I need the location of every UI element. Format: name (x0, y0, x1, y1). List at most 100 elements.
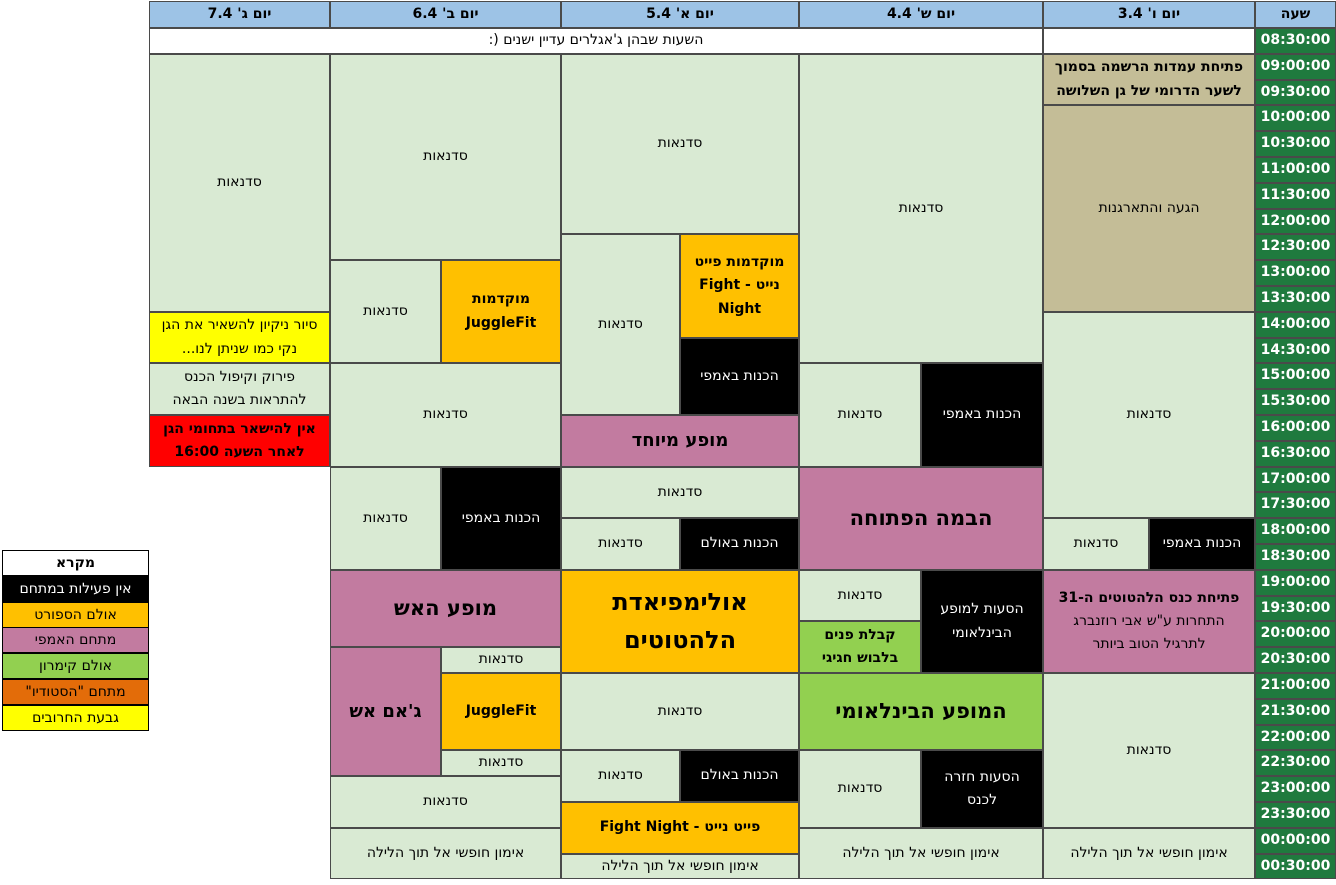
sat-intl-show: המופע הבינלאומי (799, 673, 1043, 750)
time-slot: 10:00:00 (1255, 105, 1336, 131)
time-slot: 14:00:00 (1255, 312, 1336, 338)
legend-item: אין פעילות במתחם (2, 576, 149, 602)
sun-amphi-prep: הכנות באמפי (680, 338, 799, 415)
sun-fight-night: פייט נייט - Fight Night (561, 802, 799, 854)
time-slot: 13:30:00 (1255, 286, 1336, 312)
sat-amphi-prep: הכנות באמפי (921, 363, 1043, 467)
sun-workshops-6: סדנאות (561, 750, 680, 802)
legend-item: אולם קימרון (2, 653, 149, 679)
mon-fire-jam: ג'אם אש (330, 647, 441, 776)
sat-workshops-4: סדנאות (799, 750, 921, 828)
time-slot: 22:00:00 (1255, 725, 1336, 750)
time-slot: 13:00:00 (1255, 260, 1336, 286)
sat-reception: קבלת פנים בלבוש חגיגי (799, 621, 921, 673)
time-slot: 19:30:00 (1255, 596, 1336, 621)
mon-workshops-4: סדנאות (330, 467, 441, 570)
sat-workshops-1: סדנאות (799, 54, 1043, 363)
mon-jugglefit: JuggleFit (441, 673, 561, 750)
time-slot: 09:00:00 (1255, 54, 1336, 80)
time-slot: 00:00:00 (1255, 828, 1336, 854)
sun-workshops-2: סדנאות (561, 234, 680, 415)
legend-item: אולם הספורט (2, 602, 149, 628)
time-slot: 11:30:00 (1255, 183, 1336, 209)
header-mon: יום ב' 6.4 (330, 1, 561, 28)
time-slot: 16:30:00 (1255, 441, 1336, 467)
tue-pack: פירוק וקיפול הכנס להתראות בשנה הבאה (149, 363, 330, 415)
fri-opening-title: פתיחת כנס הלהטוטים ה-31 (1058, 589, 1240, 606)
sun-olympiad: אולימפיאדת הלהטוטים (561, 570, 799, 673)
fri-workshops-2: סדנאות (1043, 518, 1149, 570)
time-slot: 09:30:00 (1255, 80, 1336, 105)
time-slot: 12:00:00 (1255, 209, 1336, 234)
time-slot: 21:30:00 (1255, 699, 1336, 725)
fri-contest: התחרות ע"ש אבי רוזנברג לתרגיל הטוב ביותר (1073, 612, 1225, 653)
mon-fire-show: מופע האש (330, 570, 561, 647)
mon-workshops-2: סדנאות (330, 260, 441, 363)
sun-fight-preview: מוקדמות פייט נייט - Fight Night (680, 234, 799, 338)
tue-cleanup: סיור ניקיון להשאיר את הגן נקי כמו שניתן … (149, 312, 330, 363)
mon-workshops-1: סדנאות (330, 54, 561, 260)
sat-workshops-3: סדנאות (799, 570, 921, 621)
fri-amphi-prep: הכנות באמפי (1149, 518, 1255, 570)
sun-workshops-3: סדנאות (561, 467, 799, 518)
time-slot: 11:00:00 (1255, 157, 1336, 183)
sun-hall-prep: הכנות באולם (680, 518, 799, 570)
time-slot: 19:00:00 (1255, 570, 1336, 596)
time-slot: 12:30:00 (1255, 234, 1336, 260)
sun-hall-prep-2: הכנות באולם (680, 750, 799, 802)
mon-amphi-prep: הכנות באמפי (441, 467, 561, 570)
sat-shuttle: הסעות למופע הבינלאומי (921, 570, 1043, 673)
time-slot: 17:00:00 (1255, 467, 1336, 492)
header-fri: יום ו' 3.4 (1043, 1, 1255, 28)
time-slot: 18:00:00 (1255, 518, 1336, 544)
time-slot: 14:30:00 (1255, 338, 1336, 363)
legend-item: מתחם "הסטודיו" (2, 679, 149, 705)
time-slot: 21:00:00 (1255, 673, 1336, 699)
time-slot: 18:30:00 (1255, 544, 1336, 570)
tue-leave: אין להישאר בתחומי הגן לאחר השעה 16:00 (149, 415, 330, 467)
sun-workshops-5: סדנאות (561, 673, 799, 750)
mon-workshops-5: סדנאות (441, 647, 561, 673)
legend-item: גבעת החרובים (2, 705, 149, 731)
sat-open-stage: הבמה הפתוחה (799, 467, 1043, 570)
time-slot: 08:30:00 (1255, 28, 1336, 54)
header-tue: יום ג' 7.4 (149, 1, 330, 28)
sat-open-training: אימון חופשי אל תוך הלילה (799, 828, 1043, 879)
time-slot: 15:30:00 (1255, 389, 1336, 415)
time-slot: 20:00:00 (1255, 621, 1336, 647)
mon-open-training: אימון חופשי אל תוך הלילה (330, 828, 561, 879)
fri-registration: פתיחת עמדות הרשמה בסמוך לשער הדרומי של ג… (1043, 54, 1255, 105)
time-slot: 22:30:00 (1255, 750, 1336, 776)
header-hour: שעה (1255, 1, 1336, 28)
time-slot: 00:30:00 (1255, 854, 1336, 879)
sun-workshops-1: סדנאות (561, 54, 799, 234)
mon-jugglefit-preview: מוקדמות JuggleFit (441, 260, 561, 363)
fri-workshops-3: סדנאות (1043, 673, 1255, 828)
fri-arrival: הגעה והתארגנות (1043, 105, 1255, 312)
sun-special-show: מופע מיוחד (561, 415, 799, 467)
mon-workshops-3: סדנאות (330, 363, 561, 467)
time-slot: 10:30:00 (1255, 131, 1336, 157)
time-slot: 17:30:00 (1255, 492, 1336, 518)
legend-title: מקרא (2, 550, 149, 576)
header-sat: יום ש' 4.4 (799, 1, 1043, 28)
fri-workshops-1: סדנאות (1043, 312, 1255, 518)
fri-empty-0830 (1043, 28, 1255, 54)
legend-item: מתחם האמפי (2, 627, 149, 653)
time-slot: 15:00:00 (1255, 363, 1336, 389)
sleeping-hours: השעות שבהן ג'אגלרים עדיין ישנים (: (149, 28, 1043, 54)
time-slot: 16:00:00 (1255, 415, 1336, 441)
sun-open-training: אימון חופשי אל תוך הלילה (561, 854, 799, 879)
sat-workshops-2: סדנאות (799, 363, 921, 467)
time-slot: 20:30:00 (1255, 647, 1336, 673)
mon-workshops-7: סדנאות (330, 776, 561, 828)
sun-workshops-4: סדנאות (561, 518, 680, 570)
fri-opening: פתיחת כנס הלהטוטים ה-31 התחרות ע"ש אבי רו… (1043, 570, 1255, 673)
fri-open-training: אימון חופשי אל תוך הלילה (1043, 828, 1255, 879)
time-slot: 23:30:00 (1255, 802, 1336, 828)
sat-return: הסעות חזרה לכנס (921, 750, 1043, 828)
mon-workshops-6: סדנאות (441, 750, 561, 776)
tue-workshops-1: סדנאות (149, 54, 330, 312)
time-slot: 23:00:00 (1255, 776, 1336, 802)
